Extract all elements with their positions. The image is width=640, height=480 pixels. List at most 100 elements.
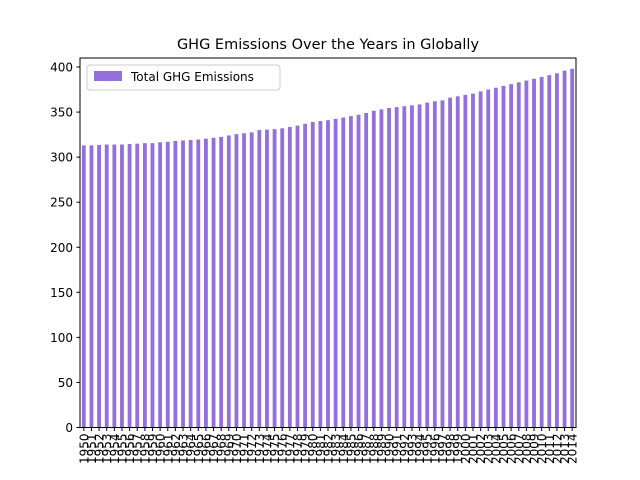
x-tick-label-1965: 1965	[192, 434, 206, 465]
x-tick-label-1978: 1978	[291, 434, 305, 465]
x-tick-label-1961: 1961	[161, 434, 175, 465]
x-tick-label-1967: 1967	[207, 434, 221, 465]
bar-1952	[97, 144, 101, 428]
bar-1989	[379, 109, 384, 428]
y-tick-label-350: 350	[50, 106, 73, 120]
bar-1990	[387, 108, 391, 428]
x-tick-label-1969: 1969	[222, 434, 236, 465]
bar-1992	[402, 106, 407, 428]
bar-1960	[158, 142, 163, 428]
bar-1975	[272, 129, 277, 428]
y-tick-label-200: 200	[50, 241, 73, 255]
bar-2007	[516, 82, 521, 428]
x-tick-label-1988: 1988	[367, 434, 381, 465]
x-tick-label-1997: 1997	[436, 434, 450, 465]
bar-1978	[295, 125, 300, 428]
bar-1956	[127, 144, 132, 428]
x-tick-label-2012: 2012	[550, 434, 564, 465]
bar-1966	[204, 138, 208, 428]
bar-2003	[486, 89, 491, 428]
x-tick-label-1977: 1977	[283, 434, 297, 465]
x-tick-label-1984: 1984	[337, 434, 351, 465]
x-tick-label-1990: 1990	[383, 434, 397, 465]
bar-1991	[394, 107, 399, 428]
x-tick-label-1952: 1952	[93, 434, 107, 465]
x-tick-label-2008: 2008	[520, 434, 534, 465]
bar-2005	[501, 85, 506, 428]
bar-1958	[142, 143, 147, 428]
legend-box	[86, 64, 281, 91]
bar-1964	[188, 140, 193, 428]
bar-1994	[417, 104, 422, 428]
x-tick-label-1972: 1972	[245, 434, 259, 465]
x-tick-label-1971: 1971	[238, 434, 252, 465]
x-tick-label-1980: 1980	[306, 434, 320, 465]
bar-2001	[471, 93, 475, 428]
x-tick-label-1981: 1981	[314, 434, 328, 465]
bar-1987	[364, 112, 369, 428]
x-tick-label-1950: 1950	[77, 434, 91, 465]
bar-1967	[211, 137, 216, 428]
x-tick-label-2000: 2000	[459, 434, 473, 465]
x-tick-label-1993: 1993	[405, 434, 419, 465]
bar-1998	[448, 97, 452, 428]
bar-1984	[341, 117, 346, 428]
legend-swatch	[94, 71, 122, 81]
bar-1953	[104, 144, 109, 428]
y-tick-label-300: 300	[50, 151, 73, 165]
axes-frame	[79, 57, 577, 428]
y-tick-label-50: 50	[58, 376, 73, 390]
bar-1961	[165, 141, 170, 428]
bar-1986	[356, 114, 361, 428]
x-tick-label-1976: 1976	[276, 434, 290, 465]
bar-2000	[463, 94, 468, 428]
x-tick-label-2013: 2013	[558, 434, 572, 465]
x-tick-label-1986: 1986	[352, 434, 366, 465]
bar-1983	[333, 118, 338, 428]
plot-area: 0 50 100 150 200 250 300 350 400 1950195119521953…	[50, 61, 580, 465]
y-tick-label-150: 150	[50, 286, 73, 300]
y-tick-label-100: 100	[50, 331, 73, 345]
bar-1976	[280, 128, 285, 428]
bar-1968	[219, 136, 224, 428]
x-tick-label-1982: 1982	[322, 434, 336, 465]
x-tick-label-1963: 1963	[177, 434, 191, 465]
bar-1988	[371, 110, 376, 428]
bar-1959	[150, 143, 155, 428]
x-tick-label-1968: 1968	[215, 434, 229, 465]
bar-2010	[539, 76, 544, 428]
x-tick-label-1974: 1974	[260, 434, 274, 465]
x-tick-label-1953: 1953	[100, 434, 114, 465]
bar-1950	[81, 145, 86, 428]
x-tick-label-1959: 1959	[146, 434, 160, 465]
x-tick-label-1989: 1989	[375, 434, 389, 465]
bar-1965	[196, 139, 201, 428]
x-tick-label-1983: 1983	[329, 434, 343, 465]
x-tick-label-1960: 1960	[154, 434, 168, 465]
bar-1996	[432, 101, 437, 428]
y-tick-label-0: 0	[65, 421, 73, 435]
bar-1954	[112, 144, 117, 428]
x-tick-label-1992: 1992	[398, 434, 412, 465]
x-tick-label-2009: 2009	[528, 434, 542, 465]
x-tick-label-1964: 1964	[184, 434, 198, 465]
bar-1951	[89, 145, 94, 428]
bar-1997	[440, 100, 445, 428]
y-tick-label-400: 400	[50, 61, 73, 75]
bar-1972	[249, 132, 254, 428]
x-tick-label-2004: 2004	[489, 434, 503, 465]
bar-1957	[135, 143, 140, 428]
x-tick-label-1957: 1957	[131, 434, 145, 465]
y-tick-label-250: 250	[50, 196, 73, 210]
bar-1969	[226, 135, 231, 428]
bar-1995	[425, 102, 430, 428]
x-tick-label-1999: 1999	[451, 434, 465, 465]
bar-1977	[287, 126, 292, 428]
bar-1973	[257, 130, 262, 428]
x-tick-label-1973: 1973	[253, 434, 267, 465]
bar-1963	[181, 140, 185, 428]
legend-label: Total GHG Emissions	[130, 70, 254, 84]
x-tick-label-1987: 1987	[360, 434, 374, 465]
bar-2012	[555, 73, 559, 428]
